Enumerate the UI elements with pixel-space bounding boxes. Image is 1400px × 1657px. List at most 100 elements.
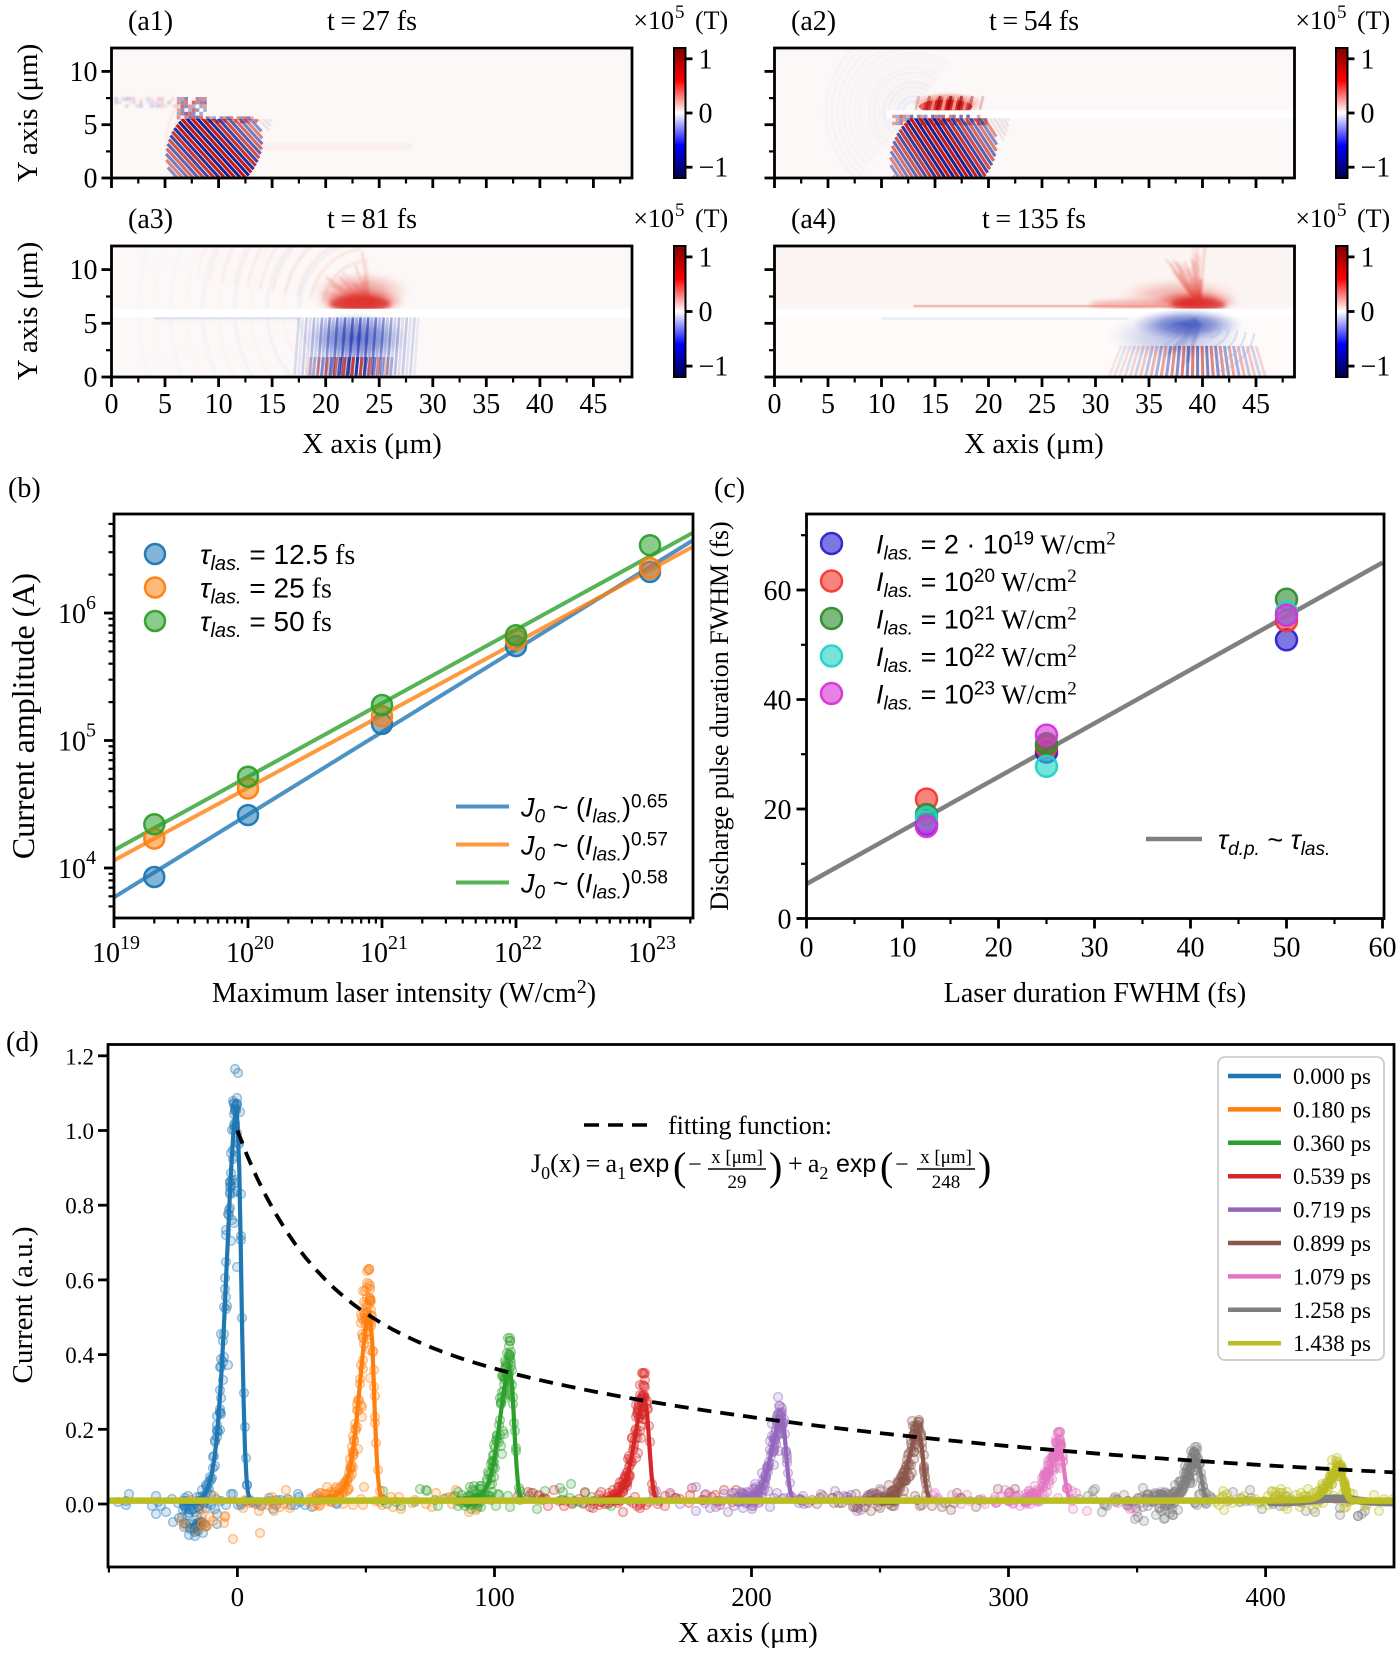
svg-text:40: 40 — [1189, 389, 1217, 420]
svg-text:fitting function:: fitting function: — [668, 1111, 832, 1140]
svg-text:10: 10 — [868, 389, 896, 420]
svg-text:0.539 ps: 0.539 ps — [1293, 1164, 1371, 1189]
svg-text:(c): (c) — [714, 473, 745, 504]
svg-text:0.8: 0.8 — [65, 1194, 94, 1219]
svg-text:0.719 ps: 0.719 ps — [1293, 1198, 1371, 1223]
svg-text:5: 5 — [675, 200, 685, 221]
svg-text:(T): (T) — [695, 6, 728, 35]
svg-text:X axis (μm): X axis (μm) — [964, 428, 1104, 460]
svg-text:−: − — [688, 1152, 702, 1178]
svg-text:45: 45 — [1242, 389, 1270, 420]
svg-text:×10: ×10 — [633, 6, 674, 35]
svg-text:0: 0 — [699, 99, 713, 130]
svg-text:−1: −1 — [699, 153, 729, 184]
svg-text:−1: −1 — [699, 352, 729, 383]
svg-text:t = 81 fs: t = 81 fs — [327, 204, 417, 235]
svg-text:exp: exp — [629, 1150, 669, 1178]
svg-text:0: 0 — [231, 1582, 245, 1612]
svg-text:(a3): (a3) — [128, 204, 173, 235]
svg-text:−1: −1 — [1361, 153, 1391, 184]
svg-text:Current amplitude (A): Current amplitude (A) — [5, 573, 41, 859]
svg-text:0: 0 — [1361, 297, 1375, 328]
svg-text:35: 35 — [1135, 389, 1163, 420]
svg-text:40: 40 — [526, 389, 554, 420]
svg-text:t = 54 fs: t = 54 fs — [989, 6, 1079, 37]
svg-text:60: 60 — [764, 576, 792, 607]
svg-text:5: 5 — [84, 309, 98, 340]
svg-text:100: 100 — [474, 1582, 515, 1612]
svg-text:): ) — [769, 1144, 782, 1189]
svg-text:15: 15 — [921, 389, 949, 420]
svg-text:22: 22 — [522, 932, 542, 954]
svg-text:(a1): (a1) — [128, 6, 173, 37]
svg-text:Laser duration FWHM (fs): Laser duration FWHM (fs) — [944, 978, 1246, 1009]
svg-text:21: 21 — [388, 932, 408, 954]
svg-text:20: 20 — [312, 389, 340, 420]
svg-text:X axis (μm): X axis (μm) — [678, 1617, 818, 1649]
svg-text:1: 1 — [1361, 242, 1375, 273]
svg-text:x [μm]: x [μm] — [920, 1147, 972, 1168]
svg-text:35: 35 — [472, 389, 500, 420]
svg-text:exp: exp — [836, 1150, 876, 1178]
svg-text:248: 248 — [932, 1172, 961, 1193]
svg-text:20: 20 — [254, 932, 274, 954]
svg-text:0.360 ps: 0.360 ps — [1293, 1131, 1371, 1156]
svg-text:30: 30 — [1082, 389, 1110, 420]
svg-text:1.079 ps: 1.079 ps — [1293, 1264, 1371, 1289]
svg-text:10: 10 — [70, 57, 98, 88]
svg-text:0.899 ps: 0.899 ps — [1293, 1231, 1371, 1256]
svg-text:(T): (T) — [1357, 6, 1390, 35]
svg-text:5: 5 — [821, 389, 835, 420]
svg-text:x [μm]: x [μm] — [711, 1147, 763, 1168]
svg-text:0: 0 — [800, 933, 814, 964]
svg-text:(T): (T) — [1357, 204, 1390, 233]
svg-text:0.0: 0.0 — [65, 1493, 94, 1518]
svg-text:23: 23 — [656, 932, 676, 954]
svg-text:1: 1 — [1361, 44, 1375, 75]
svg-text:200: 200 — [731, 1582, 772, 1612]
svg-text:(a2): (a2) — [791, 6, 836, 37]
svg-text:29: 29 — [728, 1172, 747, 1193]
svg-text:10: 10 — [58, 854, 86, 885]
svg-text:20: 20 — [985, 933, 1013, 964]
svg-text:40: 40 — [1177, 933, 1205, 964]
svg-text:10: 10 — [58, 727, 86, 758]
svg-text:−: − — [895, 1152, 909, 1178]
svg-text:0: 0 — [105, 389, 119, 420]
svg-text:10: 10 — [889, 933, 917, 964]
svg-text:6: 6 — [86, 592, 96, 614]
svg-text:Y axis (μm): Y axis (μm) — [12, 242, 44, 381]
svg-text:1.438 ps: 1.438 ps — [1293, 1331, 1371, 1356]
svg-text:0.180 ps: 0.180 ps — [1293, 1097, 1371, 1122]
svg-text:10: 10 — [628, 938, 656, 969]
svg-text:30: 30 — [419, 389, 447, 420]
svg-text:0.4: 0.4 — [65, 1343, 94, 1368]
svg-text:(T): (T) — [695, 204, 728, 233]
svg-text:Y axis (μm): Y axis (μm) — [12, 44, 44, 183]
svg-text:0: 0 — [84, 164, 98, 195]
svg-text:0: 0 — [768, 389, 782, 420]
svg-text:Current (a.u.): Current (a.u.) — [7, 1226, 39, 1383]
svg-text:1.258 ps: 1.258 ps — [1293, 1298, 1371, 1323]
svg-text:5: 5 — [1337, 2, 1347, 23]
svg-text:20: 20 — [975, 389, 1003, 420]
svg-text:5: 5 — [158, 389, 172, 420]
svg-text:0: 0 — [84, 363, 98, 394]
svg-text:×10: ×10 — [633, 204, 674, 233]
svg-text:1: 1 — [699, 242, 713, 273]
svg-text:25: 25 — [1028, 389, 1056, 420]
svg-text:t = 135 fs: t = 135 fs — [982, 204, 1086, 235]
svg-text:45: 45 — [579, 389, 607, 420]
svg-text:60: 60 — [1369, 933, 1397, 964]
svg-text:0: 0 — [778, 905, 792, 936]
svg-text:30: 30 — [1081, 933, 1109, 964]
svg-text:5: 5 — [86, 720, 96, 742]
svg-text:40: 40 — [764, 686, 792, 717]
svg-text:5: 5 — [84, 110, 98, 141]
svg-text:1: 1 — [699, 44, 713, 75]
svg-text:Discharge pulse duration FWHM: Discharge pulse duration FWHM (fs) — [705, 521, 734, 910]
svg-text:0.2: 0.2 — [65, 1418, 94, 1443]
svg-text:20: 20 — [764, 795, 792, 826]
svg-text:5: 5 — [675, 2, 685, 23]
svg-text:10: 10 — [70, 255, 98, 286]
